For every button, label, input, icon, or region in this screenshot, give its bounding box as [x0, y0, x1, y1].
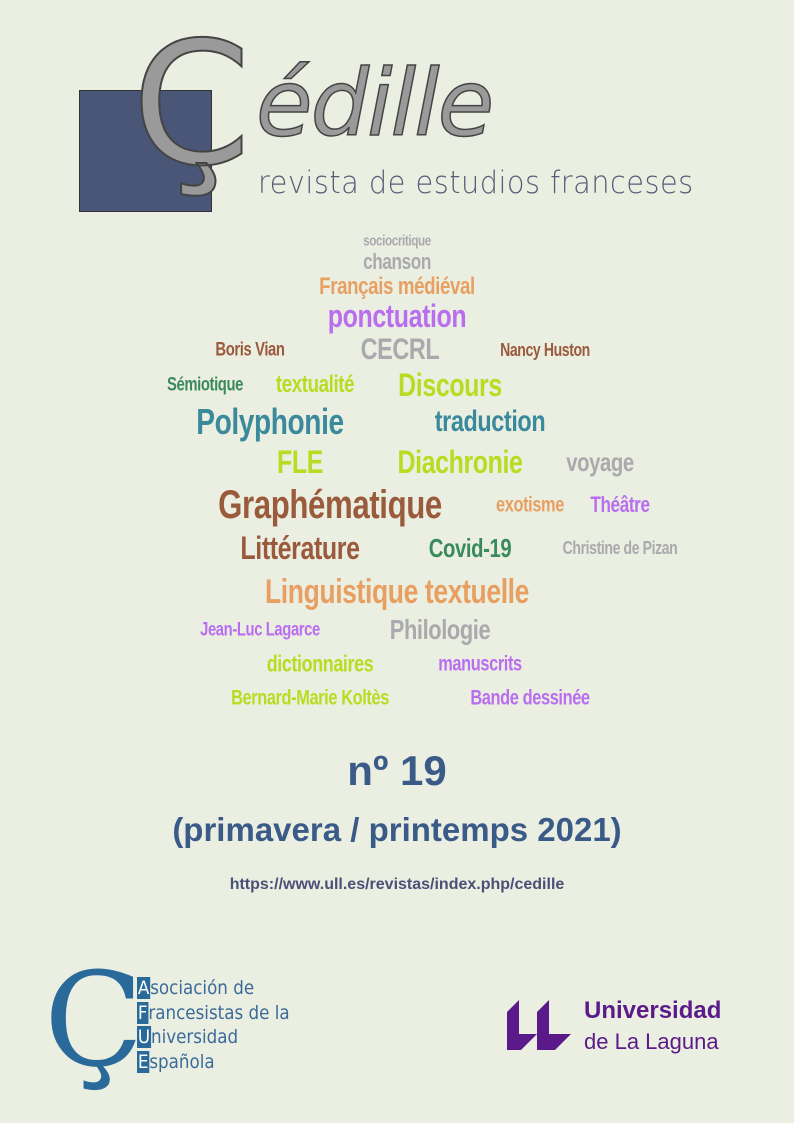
keyword: Bernard-Marie Koltès	[231, 686, 389, 710]
journal-url[interactable]: https://www.ull.es/revistas/index.php/ce…	[229, 876, 565, 893]
keyword: Nancy Huston	[500, 340, 590, 360]
ull-name-line1: Universidad	[584, 997, 722, 1024]
keyword: Graphématique	[218, 483, 442, 527]
keyword: Polyphonie	[196, 401, 344, 442]
keyword: Christine de Pizan	[562, 538, 678, 558]
keyword: chanson	[363, 249, 431, 274]
keyword: manuscrits	[438, 652, 522, 676]
keyword: Français médiéval	[319, 273, 475, 300]
keyword: Sémiotique	[167, 374, 243, 396]
afue-line: Asociación de	[137, 977, 255, 999]
afue-name: Asociación de Francesistas de la Univers…	[137, 976, 290, 1074]
keyword: Jean-Luc Lagarce	[200, 619, 320, 641]
keyword: Théâtre	[590, 492, 650, 517]
keyword: Philologie	[389, 614, 491, 645]
issue-number: nº 19	[347, 747, 447, 794]
journal-subtitle: revista de estudios franceses	[258, 165, 694, 201]
issue-season: (primavera / printemps 2021)	[172, 811, 622, 848]
afue-line: Francesistas de la	[137, 1001, 290, 1024]
keyword: Littérature	[240, 530, 360, 566]
keyword: ponctuation	[327, 298, 467, 334]
afue-logo-icon: Ç	[44, 944, 144, 1096]
ull-name-line2: de La Laguna	[584, 1029, 719, 1054]
keyword: traduction	[434, 405, 546, 438]
keyword: Bande dessinée	[470, 686, 590, 710]
afue-line: Universidad	[137, 1026, 239, 1048]
ull-logo-icon	[507, 1000, 571, 1050]
keyword: textualité	[275, 371, 355, 398]
keyword: Linguistique textuelle	[264, 573, 530, 611]
journal-title: édille	[255, 50, 495, 157]
keyword: sociocritique	[363, 232, 431, 250]
logo-cedilla-letter: Ç	[131, 6, 252, 204]
keyword: Discours	[398, 367, 502, 403]
keyword: Diachronie	[397, 444, 523, 480]
keyword: Boris Vian	[215, 339, 285, 361]
keyword: exotisme	[496, 493, 564, 517]
keyword: CECRL	[360, 333, 440, 366]
keyword: Covid-19	[428, 533, 512, 563]
afue-line: Española	[137, 1050, 215, 1073]
keyword: dictionnaires	[266, 650, 374, 677]
keyword: voyage	[566, 447, 634, 477]
keyword: FLE	[277, 444, 323, 480]
logo-square	[79, 90, 212, 212]
